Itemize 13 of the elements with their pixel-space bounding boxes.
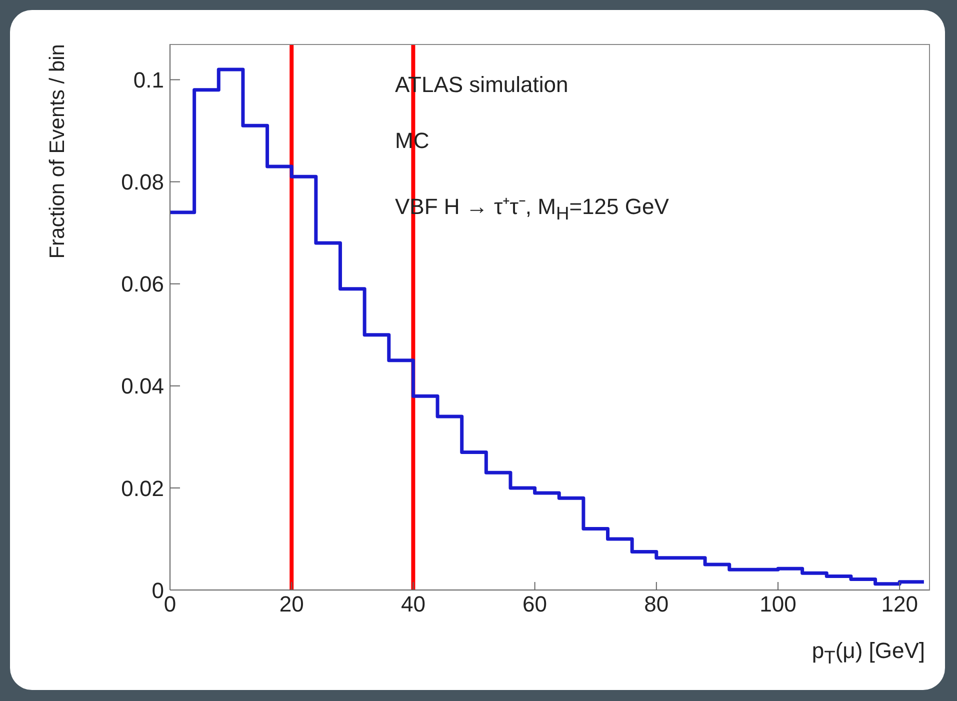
- y-tick-label: 0.08: [121, 170, 164, 195]
- y-tick-label: 0.06: [121, 272, 164, 297]
- x-tick-label: 120: [881, 592, 918, 617]
- y-tick-label: 0.02: [121, 476, 164, 501]
- x-tick-label: 40: [400, 592, 426, 617]
- x-tick-label: 60: [522, 592, 548, 617]
- x-tick-label: 80: [644, 592, 669, 617]
- x-tick-label: 20: [279, 592, 304, 617]
- x-axis-title: p$_{T}$(μ) [GeV]: [812, 638, 925, 668]
- y-axis-title: Fraction of Events / bin: [46, 44, 70, 259]
- y-tick-label: 0.04: [121, 374, 164, 399]
- x-tick-label: 100: [760, 592, 796, 617]
- y-tick-label: 0.1: [133, 68, 164, 93]
